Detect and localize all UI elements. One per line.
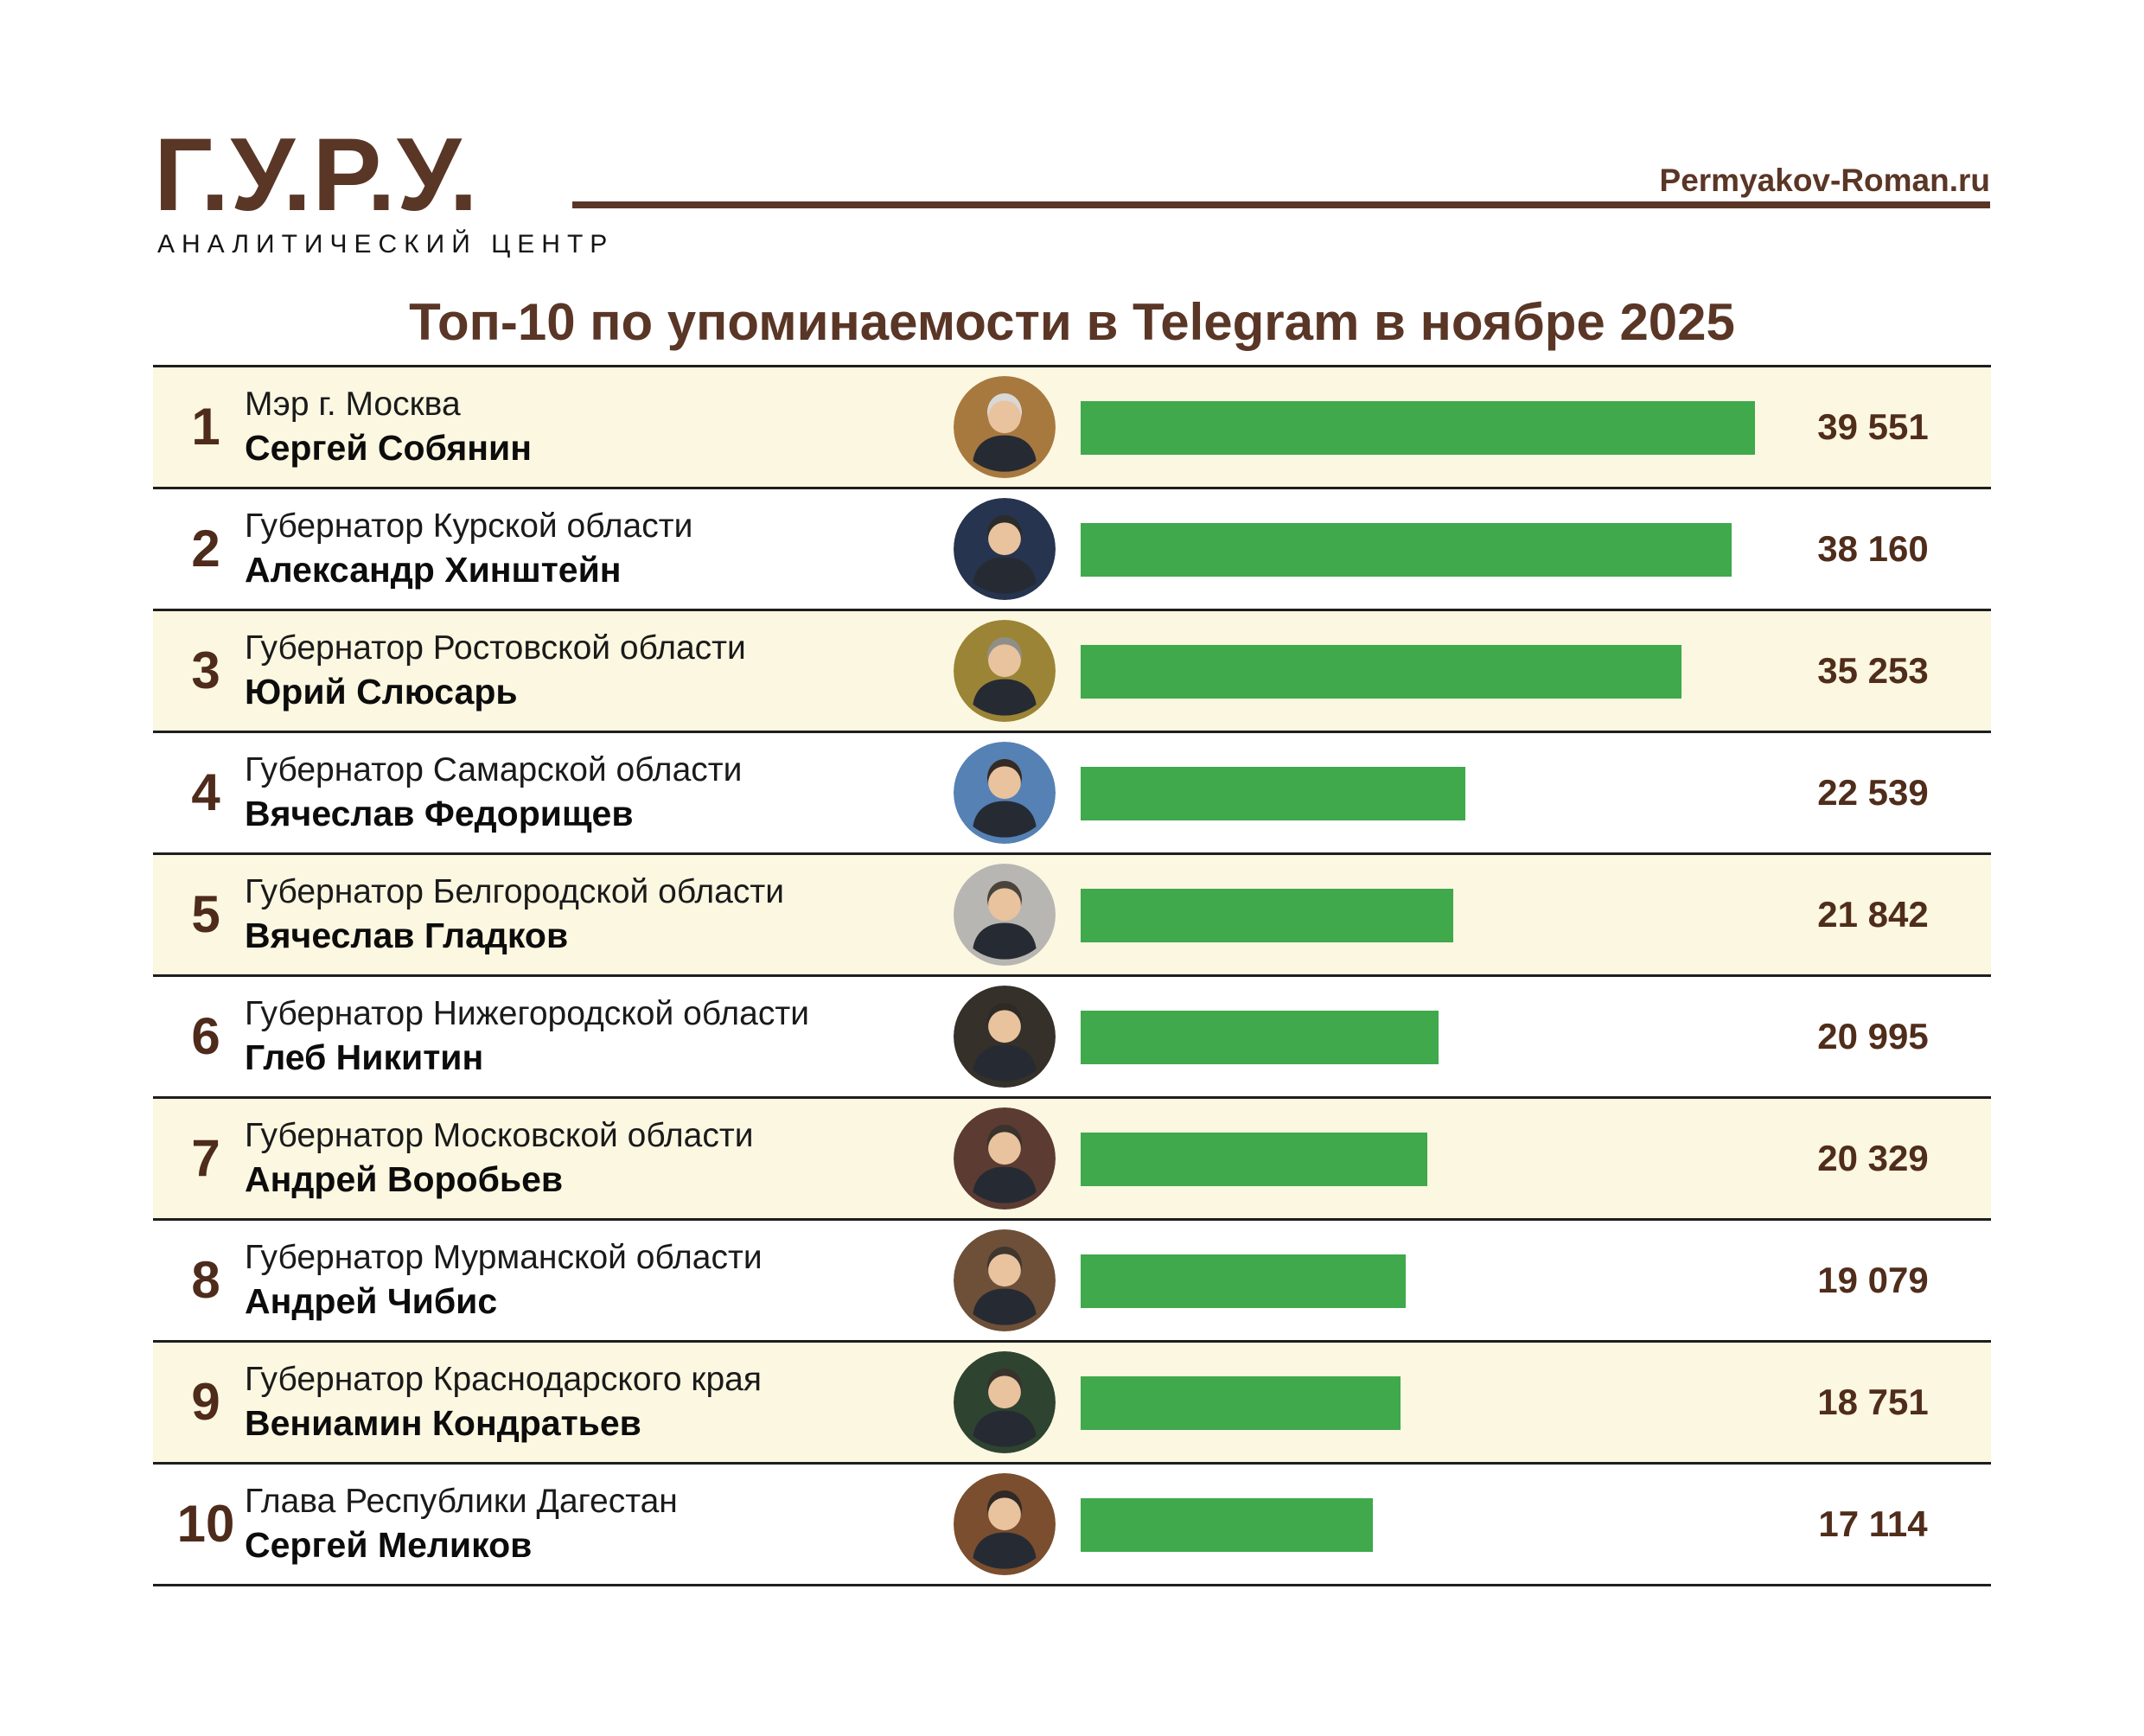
person-info: Глава Республики Дагестан Сергей Меликов <box>245 1465 936 1584</box>
rank-number: 10 <box>176 1495 235 1553</box>
person-photo <box>954 1351 1056 1453</box>
table-row: 10 Глава Республики Дагестан Сергей Мели… <box>153 1462 1991 1584</box>
rank-number: 1 <box>191 398 220 456</box>
table-row: 4 Губернатор Самарской области Вячеслав … <box>153 731 1991 852</box>
person-name: Вячеслав Гладков <box>245 916 569 956</box>
site-link[interactable]: Permyakov-Roman.ru <box>1659 163 1990 198</box>
person-name: Вениамин Кондратьев <box>245 1403 641 1444</box>
brand-subtitle: АНАЛИТИЧЕСКИЙ ЦЕНТР <box>157 230 615 258</box>
table-row: 5 Губернатор Белгородской области Вячесл… <box>153 852 1991 974</box>
person-photo <box>954 620 1056 722</box>
person-position: Губернатор Краснодарского края <box>245 1360 762 1398</box>
person-info: Губернатор Ростовской области Юрий Слюса… <box>245 611 936 731</box>
person-name: Вячеслав Федорищев <box>245 794 634 834</box>
mention-count: 35 253 <box>1817 650 1929 691</box>
table-row: 7 Губернатор Московской области Андрей В… <box>153 1096 1991 1218</box>
person-photo <box>954 1107 1056 1209</box>
rank-number: 6 <box>191 1007 220 1065</box>
rank-number: 5 <box>191 885 220 943</box>
person-silhouette-icon <box>954 620 1056 722</box>
person-silhouette-icon <box>954 1107 1056 1209</box>
person-photo <box>954 376 1056 478</box>
mention-count: 39 551 <box>1817 406 1929 447</box>
person-position: Губернатор Нижегородской области <box>245 994 809 1032</box>
person-silhouette-icon <box>954 376 1056 478</box>
mention-count: 22 539 <box>1817 772 1929 813</box>
person-info: Губернатор Самарской области Вячеслав Фе… <box>245 733 936 852</box>
person-position: Губернатор Курской области <box>245 507 693 545</box>
mention-count: 19 079 <box>1817 1260 1929 1300</box>
table-row: 2 Губернатор Курской области Александр Х… <box>153 487 1991 609</box>
mention-bar <box>1081 401 1755 455</box>
person-silhouette-icon <box>954 742 1056 844</box>
person-position: Мэр г. Москва <box>245 385 461 423</box>
person-silhouette-icon <box>954 986 1056 1088</box>
mention-count: 18 751 <box>1817 1382 1929 1422</box>
mention-bar <box>1081 889 1453 942</box>
person-info: Губернатор Нижегородской области Глеб Ни… <box>245 977 936 1096</box>
table-row: 8 Губернатор Мурманской области Андрей Ч… <box>153 1218 1991 1340</box>
mention-bar <box>1081 1011 1439 1064</box>
rank-number: 2 <box>191 520 220 578</box>
person-info: Губернатор Краснодарского края Вениамин … <box>245 1343 936 1462</box>
person-name: Александр Хинштейн <box>245 550 622 590</box>
person-name: Глеб Никитин <box>245 1037 484 1078</box>
person-name: Сергей Собянин <box>245 428 533 469</box>
person-photo <box>954 498 1056 600</box>
person-silhouette-icon <box>954 1473 1056 1575</box>
rank-number: 8 <box>191 1251 220 1309</box>
mention-count: 17 114 <box>1818 1503 1928 1544</box>
rank-number: 3 <box>191 641 220 699</box>
person-name: Сергей Меликов <box>245 1525 533 1566</box>
person-photo <box>954 742 1056 844</box>
person-position: Губернатор Мурманской области <box>245 1238 763 1276</box>
brand-logo: Г.У.Р.У. <box>154 117 479 233</box>
person-silhouette-icon <box>954 1351 1056 1453</box>
person-info: Губернатор Белгородской области Вячеслав… <box>245 855 936 974</box>
ranking-table: 1 Мэр г. Москва Сергей Собянин 39 551 2 … <box>153 365 1991 1586</box>
person-name: Андрей Чибис <box>245 1281 498 1322</box>
header-divider-line <box>572 201 1990 208</box>
mention-bar <box>1081 645 1681 699</box>
mention-bar <box>1081 1376 1401 1430</box>
mention-count: 20 329 <box>1817 1138 1929 1178</box>
chart-title: Топ-10 по упоминаемости в Telegram в ноя… <box>409 293 1735 351</box>
mention-bar <box>1081 523 1732 577</box>
person-info: Губернатор Курской области Александр Хин… <box>245 489 936 609</box>
person-info: Губернатор Мурманской области Андрей Чиб… <box>245 1221 936 1340</box>
person-info: Мэр г. Москва Сергей Собянин <box>245 367 936 487</box>
person-position: Губернатор Самарской области <box>245 750 743 788</box>
person-silhouette-icon <box>954 1229 1056 1331</box>
mention-bar <box>1081 1133 1427 1186</box>
mention-bar <box>1081 767 1465 820</box>
person-position: Губернатор Московской области <box>245 1116 754 1154</box>
person-name: Юрий Слюсарь <box>245 672 518 712</box>
person-photo <box>954 864 1056 966</box>
person-photo <box>954 986 1056 1088</box>
person-photo <box>954 1473 1056 1575</box>
person-info: Губернатор Московской области Андрей Вор… <box>245 1099 936 1218</box>
mention-bar <box>1081 1498 1373 1552</box>
person-position: Глава Республики Дагестан <box>245 1482 678 1520</box>
person-name: Андрей Воробьев <box>245 1159 564 1200</box>
person-silhouette-icon <box>954 864 1056 966</box>
mention-count: 20 995 <box>1817 1016 1929 1056</box>
rank-number: 7 <box>191 1129 220 1187</box>
person-photo <box>954 1229 1056 1331</box>
table-row: 6 Губернатор Нижегородской области Глеб … <box>153 974 1991 1096</box>
mention-bar <box>1081 1254 1406 1308</box>
table-row: 1 Мэр г. Москва Сергей Собянин 39 551 <box>153 365 1991 487</box>
table-row: 3 Губернатор Ростовской области Юрий Слю… <box>153 609 1991 731</box>
mention-count: 21 842 <box>1817 894 1929 935</box>
mention-count: 38 160 <box>1817 528 1929 569</box>
table-row: 9 Губернатор Краснодарского края Вениами… <box>153 1340 1991 1462</box>
person-silhouette-icon <box>954 498 1056 600</box>
person-position: Губернатор Белгородской области <box>245 872 784 910</box>
person-position: Губернатор Ростовской области <box>245 629 746 667</box>
rank-number: 9 <box>191 1373 220 1431</box>
rank-number: 4 <box>191 763 220 821</box>
